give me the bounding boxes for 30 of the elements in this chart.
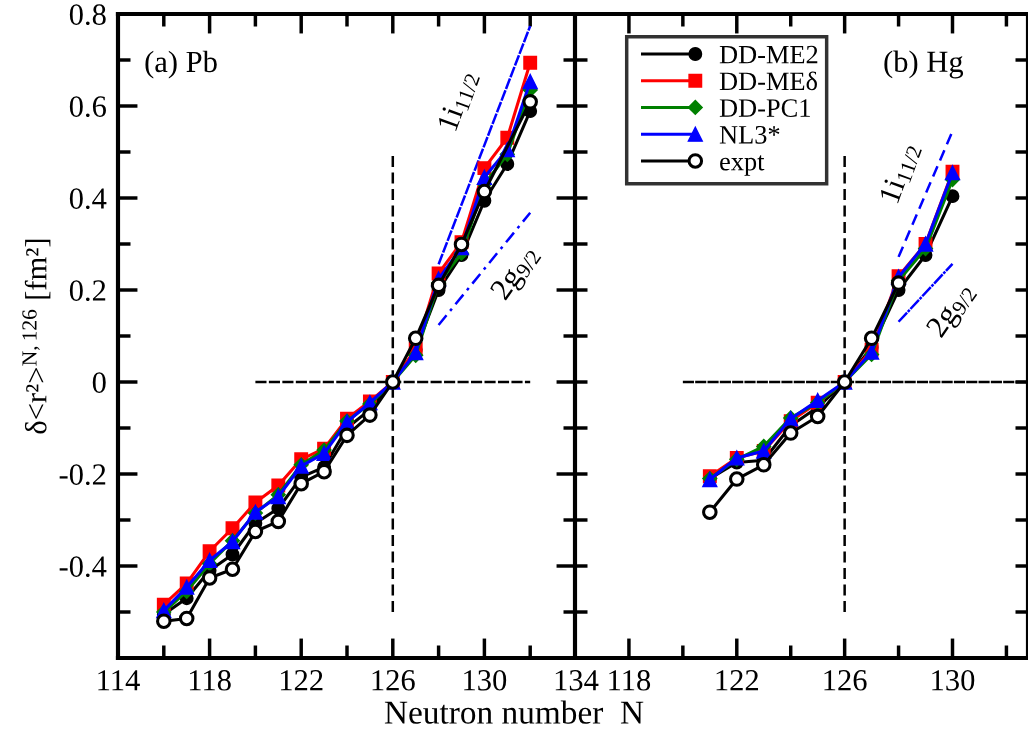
x-tick-label: 134 xyxy=(555,670,599,691)
x-tick-label: 118 xyxy=(189,669,231,691)
text: (a) Pb xyxy=(145,50,217,79)
y-tick-label: 0.8 xyxy=(69,4,106,26)
x-tick-label: 122 xyxy=(716,670,759,691)
y-tick-label: -0.4 xyxy=(59,556,107,578)
x-tick-label: 122 xyxy=(280,670,323,691)
y-tick-label: 0.4 xyxy=(69,188,107,210)
y-axis-title: δ<r²>$^{N,126}$ [fm²] xyxy=(22,239,51,434)
y-tick-label: 0.2 xyxy=(69,280,106,302)
y-tick-label: 0 xyxy=(92,372,106,393)
x-tick-label: 126 xyxy=(824,670,867,691)
x-axis-title: Neutron number N xyxy=(384,700,644,724)
legend-label: DD-ME2 xyxy=(719,45,818,64)
y-tick-label: 0.6 xyxy=(69,96,106,118)
x-tick-label: 130 xyxy=(464,669,507,691)
legend-label: DD-PC1 xyxy=(719,99,810,117)
x-tick-label: 118 xyxy=(609,669,651,691)
legend-label: DD-MEδ xyxy=(719,71,817,91)
legend-label: NL3* xyxy=(719,125,780,144)
annotation: 1i$_{11/2}$ xyxy=(878,141,923,205)
annotation: 2g$_{9/2}$ xyxy=(925,280,980,342)
y-tick-label: -0.2 xyxy=(59,464,106,486)
text: (b) Hg xyxy=(884,50,964,79)
annotation: 1i$_{11/2}$ xyxy=(437,69,481,133)
legend-label: expt xyxy=(720,155,765,176)
x-tick-label: 126 xyxy=(372,670,415,691)
x-tick-label: 114 xyxy=(98,670,140,691)
x-tick-label: 130 xyxy=(932,669,975,691)
annotation: 2g$_{9/2}$ xyxy=(489,243,544,305)
